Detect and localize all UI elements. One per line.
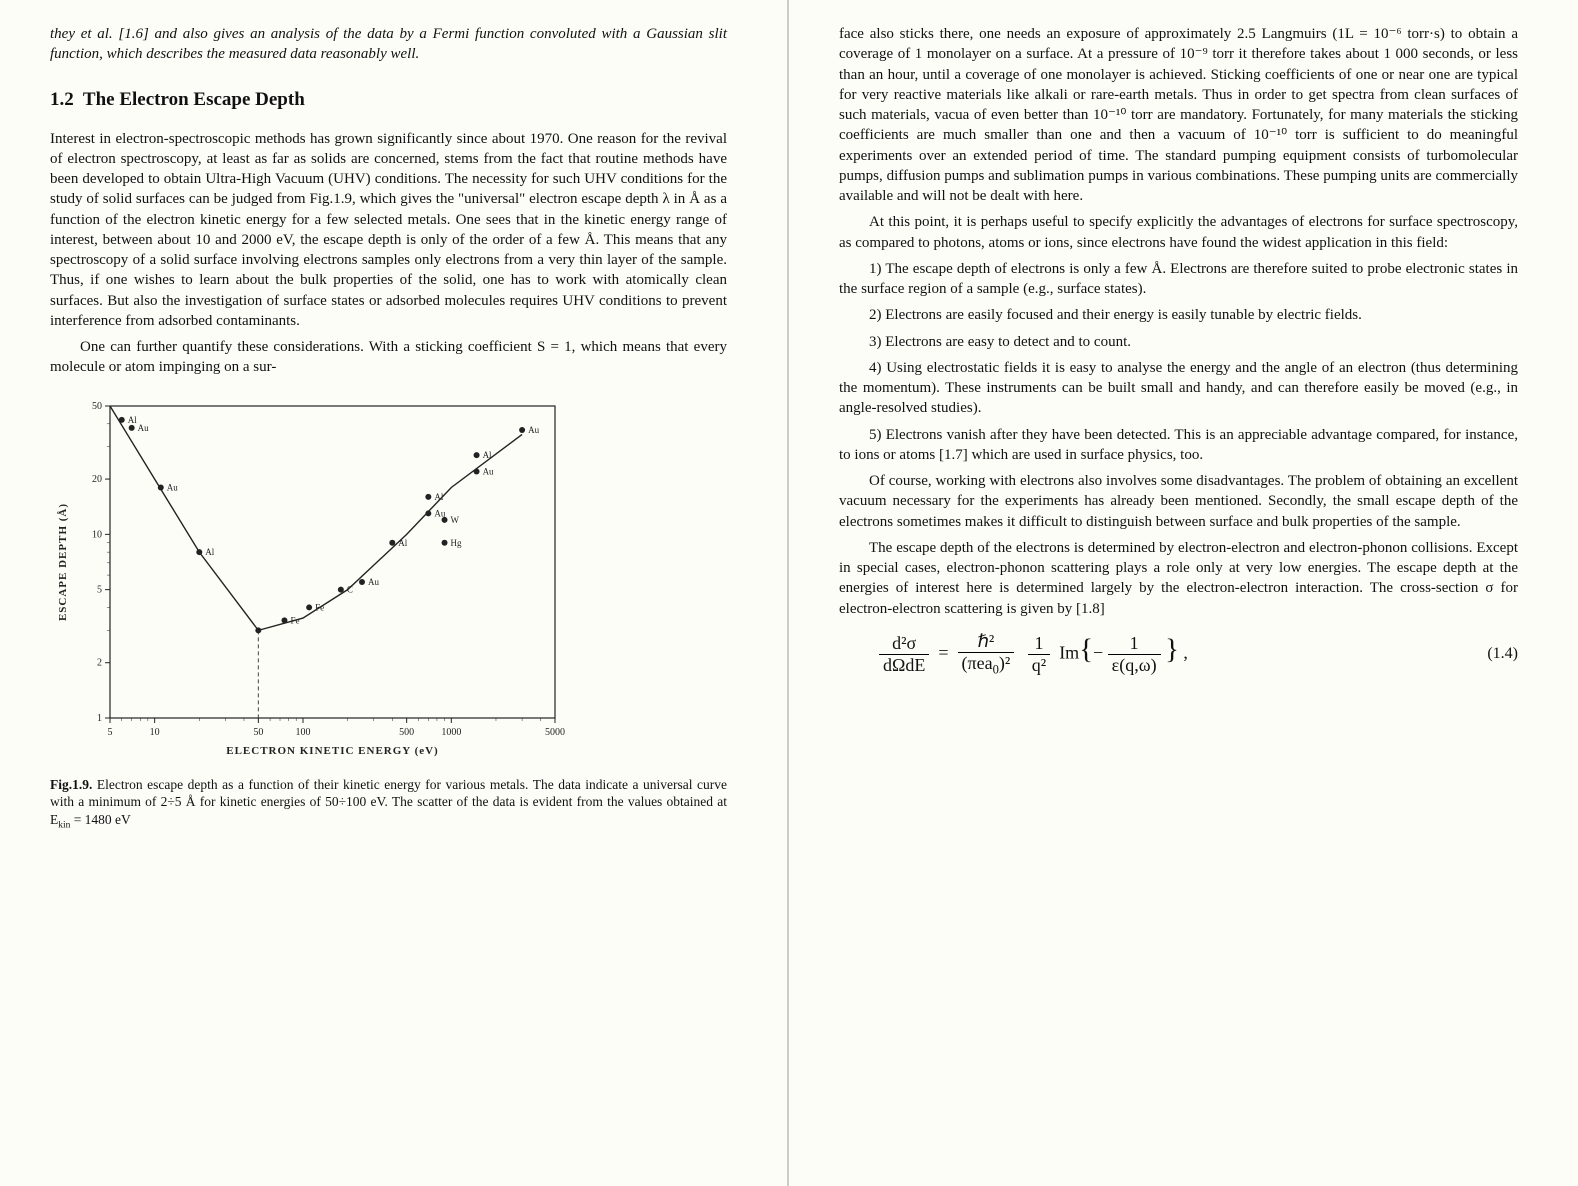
figure-caption-tail: = 1480 eV (70, 812, 130, 827)
svg-text:1: 1 (97, 713, 102, 724)
svg-text:100: 100 (295, 727, 310, 738)
svg-text:ELECTRON KINETIC ENERGY (eV): ELECTRON KINETIC ENERGY (eV) (226, 745, 438, 757)
svg-text:Au: Au (528, 425, 539, 435)
svg-text:W: W (451, 514, 460, 524)
list-item-1: 1) The escape depth of electrons is only… (839, 259, 1518, 300)
equation-body: d²σ dΩdE = ℏ² (πea0)² 1 q² Im{− 1 ε(q,ω)… (879, 631, 1188, 678)
list-item-4: 4) Using electrostatic fields it is easy… (839, 358, 1518, 419)
equation-1-4: d²σ dΩdE = ℏ² (πea0)² 1 q² Im{− 1 ε(q,ω)… (879, 631, 1518, 678)
escape-depth-chart: 5 10 50 100 500 1000 5000 1 2 5 10 20 50 ELECTRON KIN… (50, 396, 570, 766)
svg-text:Au: Au (167, 482, 178, 492)
svg-text:20: 20 (92, 474, 102, 485)
svg-text:5000: 5000 (545, 727, 565, 738)
svg-text:Hg: Hg (451, 537, 462, 547)
svg-text:50: 50 (92, 401, 102, 412)
svg-text:5: 5 (108, 727, 113, 738)
para-2: One can further quantify these considera… (50, 337, 727, 378)
equation-number: (1.4) (1487, 645, 1518, 663)
svg-text:10: 10 (150, 727, 160, 738)
right-page: face also sticks there, one needs an exp… (789, 0, 1578, 1186)
svg-text:Fe: Fe (290, 615, 299, 625)
section-heading: 1.2 The Electron Escape Depth (50, 89, 727, 111)
list-item-2: 2) Electrons are easily focused and thei… (839, 305, 1518, 325)
svg-text:50: 50 (253, 727, 263, 738)
section-title-text: The Electron Escape Depth (83, 89, 305, 110)
svg-text:Fe: Fe (315, 602, 324, 612)
section-number: 1.2 (50, 89, 74, 110)
intro-paragraph: they et al. [1.6] and also gives an anal… (50, 24, 727, 65)
svg-text:Al: Al (434, 491, 443, 501)
svg-text:2: 2 (97, 657, 102, 668)
para-r4: The escape depth of the electrons is det… (839, 538, 1518, 619)
para-r3: Of course, working with electrons also i… (839, 471, 1518, 532)
para-r1: face also sticks there, one needs an exp… (839, 24, 1518, 206)
svg-text:Au: Au (138, 422, 149, 432)
figure-1-9: 5 10 50 100 500 1000 5000 1 2 5 10 20 50 ELECTRON KIN… (50, 396, 727, 766)
svg-text:Al: Al (483, 450, 492, 460)
figure-caption-sub: kin (58, 820, 70, 830)
list-item-3: 3) Electrons are easy to detect and to c… (839, 332, 1518, 352)
svg-text:10: 10 (92, 529, 102, 540)
svg-text:Au: Au (368, 577, 379, 587)
left-page: they et al. [1.6] and also gives an anal… (0, 0, 789, 1186)
svg-text:500: 500 (399, 727, 414, 738)
figure-label: Fig.1.9. (50, 777, 92, 792)
svg-text:Al: Al (128, 414, 137, 424)
intro-text: they et al. [1.6] and also gives an anal… (50, 26, 727, 62)
svg-text:1000: 1000 (441, 727, 461, 738)
svg-text:5: 5 (97, 584, 102, 595)
svg-text:Al: Al (398, 537, 407, 547)
figure-caption-body: Electron escape depth as a function of t… (50, 777, 727, 827)
svg-text:Al: Al (205, 547, 214, 557)
svg-text:Au: Au (483, 466, 494, 476)
list-item-5: 5) Electrons vanish after they have been… (839, 425, 1518, 466)
figure-caption: Fig.1.9. Electron escape depth as a func… (50, 776, 727, 832)
para-1: Interest in electron-spectroscopic metho… (50, 129, 727, 332)
svg-text:C: C (347, 584, 353, 594)
para-r2: At this point, it is perhaps useful to s… (839, 212, 1518, 253)
svg-text:ESCAPE DEPTH (Å): ESCAPE DEPTH (Å) (57, 502, 69, 620)
